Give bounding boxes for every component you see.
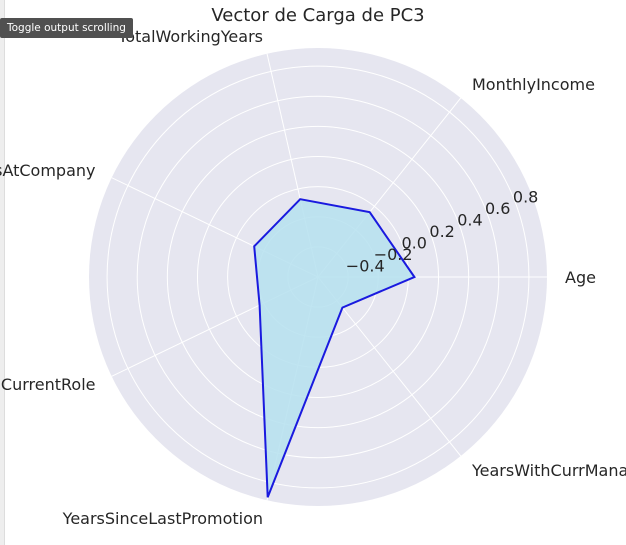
category-label: MonthlyIncome — [472, 75, 595, 94]
radial-tick-label: 0.6 — [485, 199, 510, 218]
category-label: YearsInCurrentRole — [0, 375, 96, 394]
radial-tick-label: 0.8 — [513, 187, 538, 206]
radial-tick-label: 0.0 — [402, 233, 427, 252]
category-label: TotalWorkingYears — [117, 27, 263, 46]
series — [253, 198, 416, 498]
radial-tick-label: 0.4 — [457, 210, 482, 229]
radial-tick-labels: −0.4−0.20.00.20.40.60.8 — [346, 187, 539, 275]
chart-title: Vector de Carga de PC3 — [211, 5, 424, 26]
radial-tick-label: 0.2 — [429, 222, 454, 241]
toggle-output-scrolling-tooltip[interactable]: Toggle output scrolling — [0, 18, 133, 38]
category-label: Age — [565, 268, 596, 287]
series-area — [254, 199, 415, 498]
radial-tick-label: −0.4 — [346, 257, 385, 276]
output-gutter — [0, 0, 5, 545]
series-line — [253, 198, 416, 498]
category-label: YearsWithCurrManager — [471, 461, 626, 480]
radial-tick-label: −0.2 — [374, 245, 413, 264]
category-labels: Age MonthlyIncome TotalWorkingYears YearsAt… — [0, 27, 626, 528]
category-label: YearsSinceLastPromotion — [62, 509, 263, 528]
